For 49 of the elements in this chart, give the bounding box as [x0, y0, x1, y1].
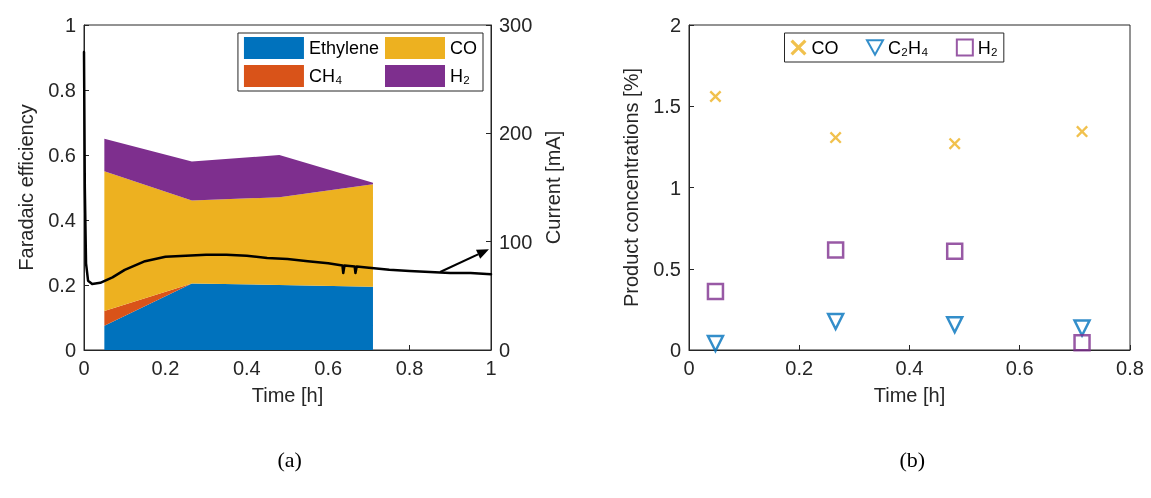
y-tick-label: 1.5	[653, 95, 681, 118]
point	[945, 242, 964, 261]
y-tick-label: 0.8	[48, 79, 76, 101]
y-axis-title: Product concentrations [%]	[620, 67, 642, 308]
x-axis-title: Time [h]	[873, 384, 946, 406]
x-tick-label: 0	[78, 357, 90, 379]
x-tick-label: 0.4	[232, 357, 261, 379]
point	[826, 241, 845, 259]
x-tick-label: 0.6	[1005, 357, 1034, 379]
point	[1076, 125, 1089, 138]
point	[706, 334, 725, 353]
point	[706, 282, 725, 301]
y2-tick-label: 200	[499, 122, 533, 145]
point	[945, 316, 964, 334]
text: (a)	[277, 446, 302, 472]
x-tick-label: 1	[485, 357, 497, 379]
x-tick-label: 0.8	[395, 357, 424, 379]
legend-label: CH₄	[308, 66, 343, 86]
y-tick-label: 0.5	[653, 257, 681, 280]
y-tick-label: 1	[669, 176, 681, 199]
text: (b)	[899, 446, 926, 472]
y-tick-label: 1	[64, 14, 76, 36]
y-tick-label: 0	[64, 339, 76, 361]
y-tick-label: 0.4	[48, 209, 76, 231]
y2-tick-label: 100	[499, 230, 533, 253]
x-tick-label: 0.8	[1116, 357, 1144, 379]
x-tick-label: 0.6	[314, 357, 343, 379]
legend-label: CO	[450, 38, 477, 58]
x-axis-title: Time [h]	[251, 384, 324, 406]
y-tick-label: 0.2	[48, 274, 76, 296]
point	[1073, 319, 1091, 337]
legend-label: C₂H₄	[888, 37, 929, 58]
x-tick-label: 0.2	[151, 357, 180, 379]
y2-tick-label: 0	[499, 339, 511, 361]
y2-axis-title: Current [mA]	[542, 130, 565, 245]
y-axis-title: Faradaic efficiency	[15, 104, 37, 271]
legend-label: H₂	[450, 66, 470, 86]
x-tick-label: 0.4	[895, 357, 924, 379]
x-tick-label: 0.2	[785, 357, 814, 379]
y-tick-label: 0	[669, 339, 681, 361]
point	[826, 312, 845, 331]
legend-label: CO	[811, 37, 839, 58]
y-tick-label: 0.6	[48, 144, 76, 166]
y2-tick-label: 300	[499, 14, 533, 36]
legend-label: Ethylene	[308, 38, 380, 58]
y-tick-label: 2	[669, 14, 681, 36]
legend-label: H₂	[977, 37, 998, 58]
point	[1073, 333, 1091, 352]
x-tick-label: 0	[683, 357, 695, 379]
